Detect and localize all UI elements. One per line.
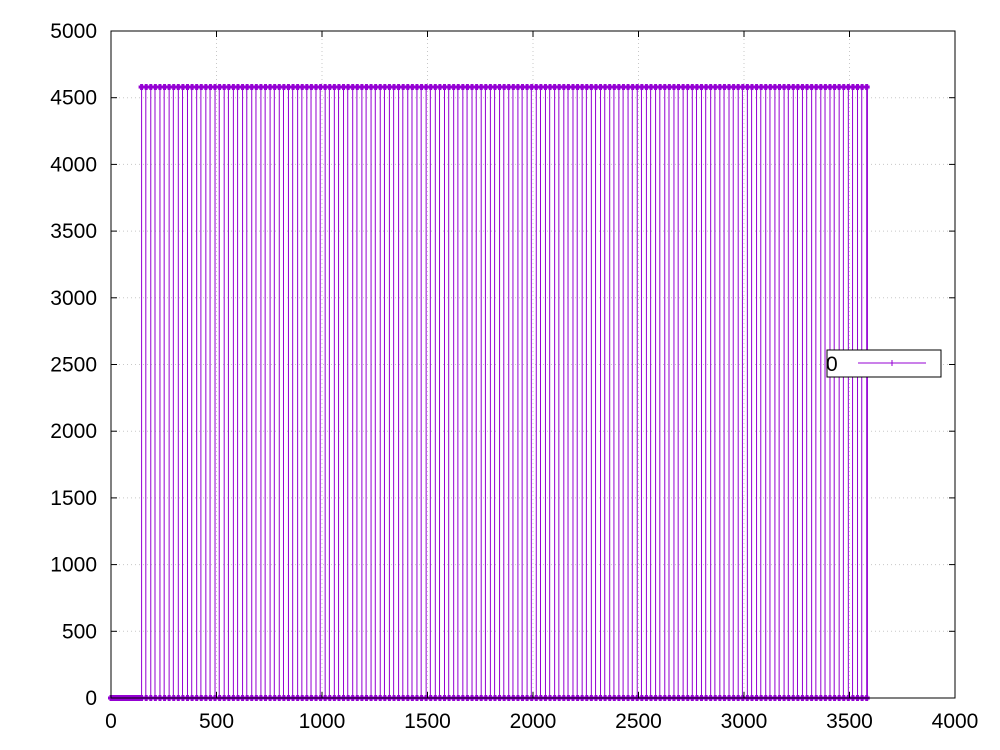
x-axis: 0 500 1000 1500 2000 2500 3000 3500 4000: [105, 31, 978, 733]
series-0-line: [111, 86, 868, 699]
series-0-path: [111, 86, 868, 699]
x-tick-label: 1500: [404, 710, 451, 733]
x-tick-label: 1000: [299, 710, 346, 733]
x-tick-label: 4000: [932, 710, 979, 733]
legend: 0: [826, 349, 942, 378]
y-tick-label: 4500: [50, 87, 97, 110]
y-tick-label: 2500: [50, 354, 97, 377]
series-0-markers: [108, 84, 870, 701]
y-tick-label: 4000: [50, 153, 97, 176]
y-tick-label: 1500: [50, 487, 97, 510]
y-axis: 0 500 1000 1500 2000 2500 3000 3500 4000 4500 5000: [50, 20, 955, 710]
y-tick-label: 3000: [50, 287, 97, 310]
legend-entry-label: 0: [826, 353, 838, 376]
x-tick-label: 0: [105, 710, 117, 733]
y-tick-label: 0: [85, 687, 97, 710]
y-tick-label: 500: [62, 620, 97, 643]
y-tick-label: 1000: [50, 554, 97, 577]
x-tick-label: 2000: [510, 710, 557, 733]
y-tick-label: 5000: [50, 20, 97, 43]
x-tick-label: 3000: [721, 710, 768, 733]
y-tick-label: 3500: [50, 220, 97, 243]
y-tick-label: 2000: [50, 420, 97, 443]
x-tick-label: 3500: [826, 710, 873, 733]
x-tick-label: 2500: [615, 710, 662, 733]
x-tick-label: 500: [199, 710, 234, 733]
